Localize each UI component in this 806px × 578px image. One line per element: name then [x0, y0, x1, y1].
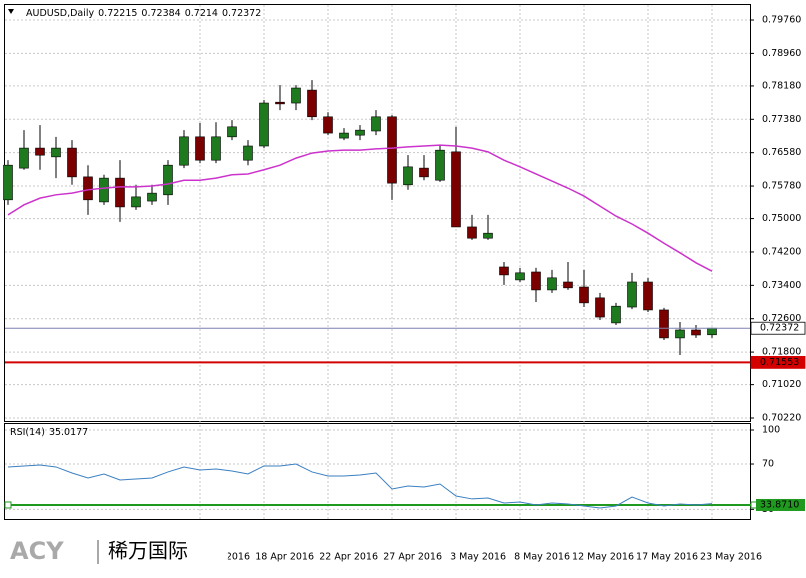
- x-tick-label: 3 May 2016: [450, 552, 506, 563]
- candle-body: [147, 192, 157, 202]
- candle-body: [323, 116, 333, 134]
- price-label: 0.71553: [760, 357, 799, 368]
- candle-body: [291, 87, 301, 104]
- x-tick-label: 17 May 2016: [636, 552, 698, 563]
- moving-average: [7, 144, 713, 272]
- x-tick-label: 8 May 2016: [514, 552, 570, 563]
- candle-body: [179, 136, 189, 166]
- candle-body: [579, 286, 589, 304]
- y-tick-label: 100: [762, 425, 780, 436]
- rsi-value: 35.0177: [49, 427, 88, 438]
- candle-body: [403, 166, 413, 186]
- candle-body: [243, 145, 253, 161]
- price-label-box: [750, 321, 806, 335]
- candle-body: [35, 147, 45, 156]
- x-tick-label: 18 Apr 2016: [255, 552, 314, 563]
- rsi-title: RSI(14): [10, 427, 45, 438]
- candle-body: [99, 177, 109, 203]
- level-label: 33.8710: [760, 499, 799, 510]
- candle-body: [19, 147, 29, 169]
- candle-body: [307, 89, 317, 118]
- y-tick-label: 0.71020: [762, 379, 801, 390]
- x-tick-label: 23 May 2016: [700, 552, 762, 563]
- header-value: AUDUSD,Daily: [26, 8, 95, 19]
- candle-body: [643, 281, 653, 311]
- candle-body: [355, 129, 365, 136]
- menu-arrow[interactable]: [8, 9, 14, 14]
- candle-body: [387, 116, 397, 184]
- candle-body: [275, 101, 285, 105]
- rsi-pane-frame: [4, 423, 751, 520]
- candle-body: [515, 272, 525, 281]
- y-tick-label: 0.72600: [762, 313, 801, 324]
- header-value: 0.72215: [98, 8, 137, 19]
- y-tick-label: 0.71800: [762, 347, 801, 358]
- candle-body: [83, 176, 93, 201]
- logo-brand: ACY: [10, 537, 64, 565]
- y-tick-label: 0.76580: [762, 147, 801, 158]
- candle-body: [371, 116, 381, 132]
- y-tick-label: 0.70220: [762, 412, 801, 423]
- candle-body: [467, 226, 477, 239]
- x-tick-label: 2016: [226, 552, 250, 563]
- logo-name: 稀万国际: [108, 539, 188, 563]
- candle-body: [627, 281, 637, 308]
- header-value: 0.72384: [141, 8, 180, 19]
- price-label: 0.72372: [760, 323, 799, 334]
- candle-body: [51, 147, 61, 158]
- price-label-box: [750, 355, 806, 369]
- candle-body: [483, 232, 493, 239]
- candle-body: [435, 149, 445, 181]
- header-value: 0.7214: [185, 8, 218, 19]
- candle-body: [419, 167, 429, 178]
- candle-body: [195, 136, 205, 161]
- y-tick-label: 0.79760: [762, 15, 801, 26]
- header-value: 0.72372: [222, 8, 261, 19]
- candle-body: [675, 329, 685, 339]
- candle-body: [131, 196, 141, 208]
- y-tick-label: 0.73400: [762, 280, 801, 291]
- candle-body: [707, 327, 717, 336]
- candle-body: [611, 305, 621, 324]
- candle-body: [499, 266, 509, 276]
- candle-body: [227, 126, 237, 138]
- candle-body: [451, 151, 461, 228]
- y-tick-label: 0.74200: [762, 246, 801, 257]
- price-pane-frame: [4, 4, 751, 422]
- y-tick-label: 70: [762, 459, 774, 470]
- candle-body: [163, 164, 173, 196]
- chart-header: AUDUSD,Daily 0.72215 0.72384 0.7214 0.72372: [26, 8, 261, 19]
- candle-body: [3, 164, 13, 201]
- candle-body: [67, 147, 77, 178]
- level-handle: [4, 501, 12, 509]
- logo: ACY: [10, 537, 64, 565]
- x-tick-label: 12 May 2016: [572, 552, 634, 563]
- level-label-box: [756, 498, 805, 511]
- x-tick-label: 22 Apr 2016: [319, 552, 378, 563]
- candle-body: [547, 277, 557, 291]
- y-tick-label: 0.75000: [762, 213, 801, 224]
- y-tick-label: 0.78180: [762, 80, 801, 91]
- rsi-line: [7, 463, 713, 509]
- y-tick-label: 0.77380: [762, 114, 801, 125]
- candle-body: [339, 132, 349, 139]
- candle-body: [595, 297, 605, 318]
- candle-body: [531, 271, 541, 291]
- candle-body: [211, 136, 221, 161]
- y-tick-label: 0.78960: [762, 48, 801, 59]
- candle-body: [259, 102, 269, 147]
- x-tick-label: 27 Apr 2016: [383, 552, 442, 563]
- candle-body: [563, 281, 573, 289]
- candle-body: [691, 329, 701, 336]
- logo-backdrop: [0, 530, 228, 574]
- y-tick-label: 0.75780: [762, 181, 801, 192]
- rsi-header: RSI(14) 35.0177: [10, 427, 88, 438]
- candle-body: [659, 309, 669, 339]
- candle-body: [115, 177, 125, 208]
